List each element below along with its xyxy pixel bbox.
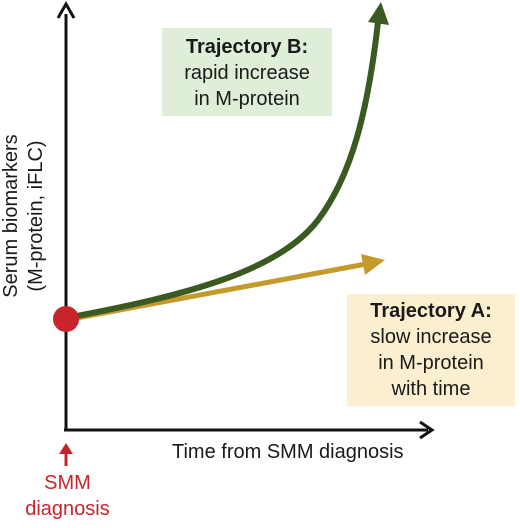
trajectory-a-arrowhead xyxy=(361,254,385,275)
trajectory-b-description-line2: in M-protein xyxy=(194,88,300,110)
trajectory-a-title: Trajectory A: xyxy=(370,300,492,322)
trajectory-b-title: Trajectory B: xyxy=(185,36,309,58)
smm-diagnosis-start-point xyxy=(53,306,79,332)
trajectory-a-description-line2: in M-protein xyxy=(378,352,484,374)
trajectory-b-curve xyxy=(65,21,381,321)
smm-diagnosis-label-line2: diagnosis xyxy=(25,498,110,520)
x-axis-label: Time from SMM diagnosis xyxy=(172,441,404,463)
smm-diagnosis-arrow-icon xyxy=(59,443,73,454)
smm-diagnosis-label: SMM diagnosis xyxy=(20,470,115,522)
y-axis-label-line2: (M-protein, iFLC) xyxy=(25,140,47,292)
trajectory-a-description-line3: with time xyxy=(391,378,471,400)
y-axis-label-line1: Serum biomarkers xyxy=(0,134,22,298)
trajectory-a-box: Trajectory A: slow increase in M-protein… xyxy=(347,294,515,406)
trajectory-b-box: Trajectory B: rapid increase in M-protei… xyxy=(162,28,332,116)
trajectory-b-description-line1: rapid increase xyxy=(184,62,310,84)
x-axis-arrowhead xyxy=(419,420,435,440)
y-axis-arrowhead xyxy=(56,0,76,19)
trajectory-b-arrowhead xyxy=(368,2,389,25)
smm-diagnosis-label-line1: SMM xyxy=(44,472,91,494)
trajectory-a-description-line1: slow increase xyxy=(370,326,492,348)
